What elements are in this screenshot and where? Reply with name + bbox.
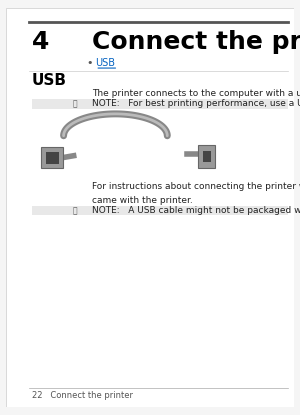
Text: USB: USB [95,58,115,68]
Text: NOTE:   For best printing performance, use a USB 2.0 compatible cable.: NOTE: For best printing performance, use… [92,99,300,108]
FancyBboxPatch shape [198,145,215,168]
FancyBboxPatch shape [6,8,294,407]
FancyBboxPatch shape [46,152,59,164]
Text: 22   Connect the printer: 22 Connect the printer [32,391,133,400]
FancyBboxPatch shape [32,205,288,215]
Text: 4: 4 [32,30,49,54]
FancyBboxPatch shape [32,99,288,109]
Text: •: • [87,58,93,68]
Text: Connect the printer: Connect the printer [92,30,300,54]
Text: NOTE:   A USB cable might not be packaged with your printer.: NOTE: A USB cable might not be packaged … [92,206,300,215]
FancyBboxPatch shape [41,147,63,168]
Text: 📝: 📝 [72,206,77,215]
Text: 📝: 📝 [72,99,77,108]
Text: USB: USB [32,73,67,88]
Text: The printer connects to the computer with a universal serial bus (USB) cable.: The printer connects to the computer wit… [92,90,300,98]
FancyBboxPatch shape [203,151,211,163]
Text: For instructions about connecting the printer with a USB cable, see the Setup Gu: For instructions about connecting the pr… [92,183,300,205]
